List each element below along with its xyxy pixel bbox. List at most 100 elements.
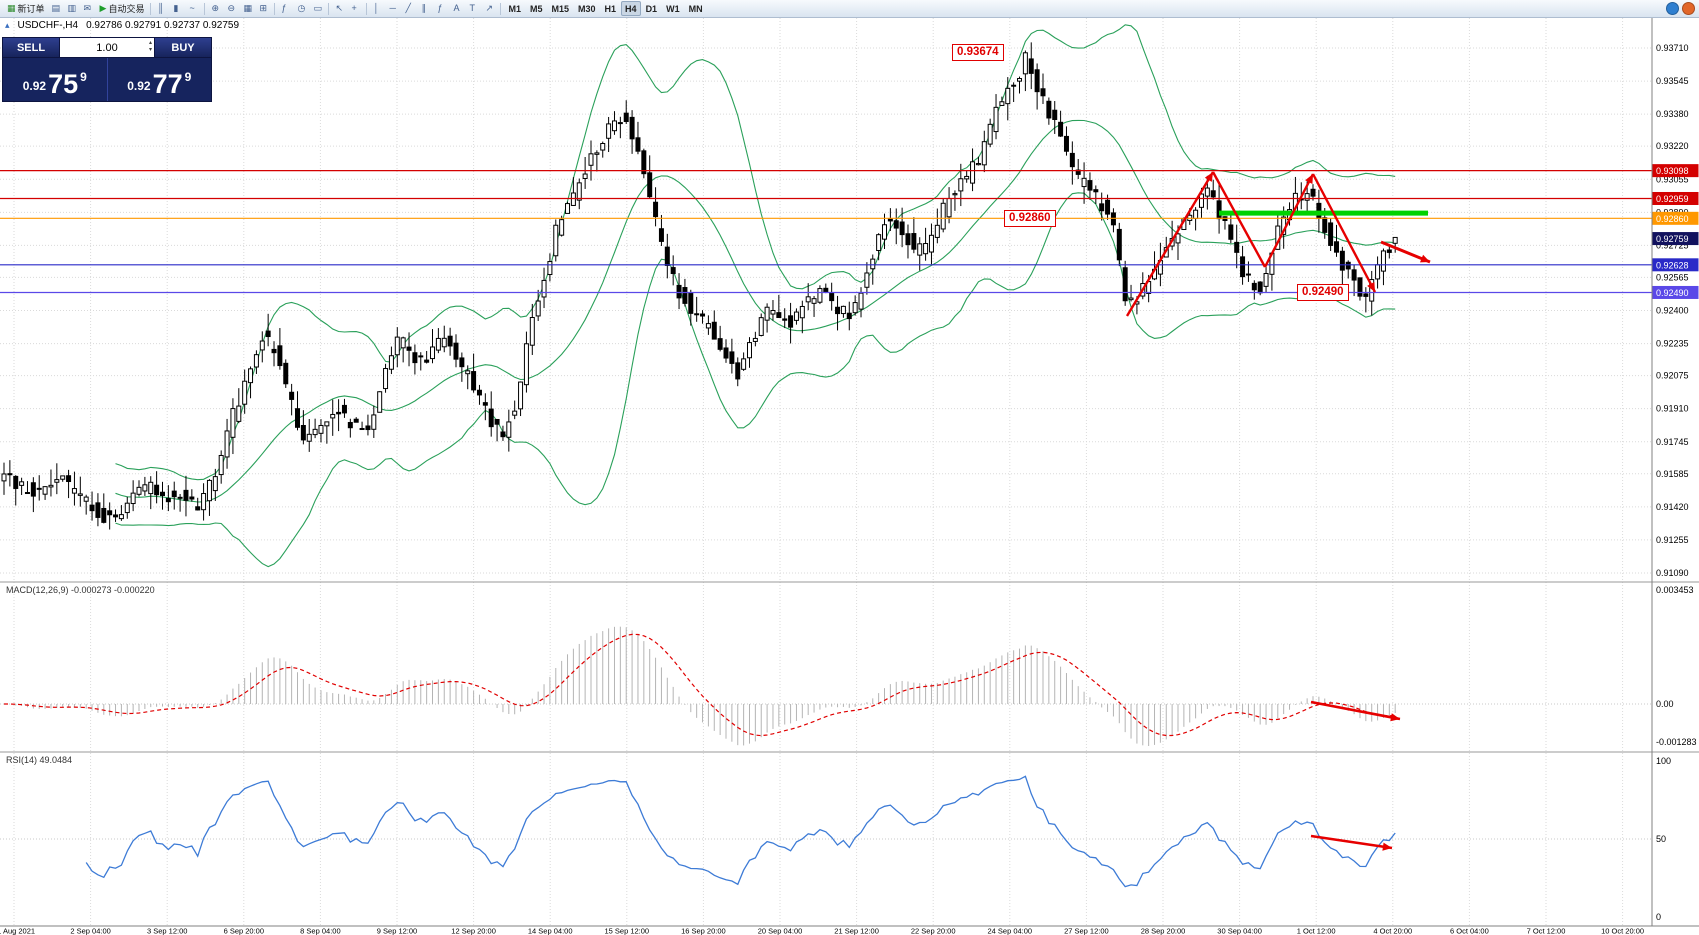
new-order-button[interactable]: ▦ 新订单	[4, 1, 48, 16]
candlestick-chart-icon[interactable]: ▮	[170, 1, 185, 16]
chart-window-icon[interactable]: ▤	[49, 1, 64, 16]
bar-chart-icon-glyph: ║	[157, 3, 164, 13]
horizontal-line-icon[interactable]: ─	[386, 1, 401, 16]
time-axis: 31 Aug 2021 2 Sep 04:00 3 Sep 12:00 6 Sep 2…	[0, 927, 1644, 935]
zoom-out-icon[interactable]: ⊖	[224, 1, 239, 16]
price-annotation[interactable]: 0.92490	[1297, 284, 1349, 301]
tf-m15-button-label: M15	[551, 3, 570, 14]
mail-icon[interactable]: ✉	[81, 1, 96, 16]
buy-price[interactable]: 0.92 77 9	[108, 58, 212, 101]
profiles-icon-glyph: ▥	[67, 3, 77, 13]
symbol-title: USDCHF-,H4	[17, 20, 79, 31]
label-icon[interactable]: T	[466, 1, 481, 16]
svg-text:10 Oct 20:00: 10 Oct 20:00	[1601, 927, 1644, 935]
autotrading-button[interactable]: ▶ 自动交易	[97, 1, 148, 16]
svg-text:0: 0	[1656, 912, 1661, 922]
macd-indicator-label: MACD(12,26,9) -0.000273 -0.000220	[6, 585, 155, 595]
svg-text:0.93055: 0.93055	[1656, 174, 1689, 184]
arrows-icon[interactable]: ↗	[482, 1, 497, 16]
trendline-icon[interactable]: ╱	[402, 1, 417, 16]
volume-input[interactable]: 1.00 ▴ ▾	[60, 37, 154, 58]
sell-price-big: 75	[48, 69, 79, 100]
tf-m5-button[interactable]: M5	[526, 1, 547, 16]
rsi-indicator-label: RSI(14) 49.0484	[6, 755, 73, 765]
tf-m1-button[interactable]: M1	[504, 1, 525, 16]
svg-text:0.91420: 0.91420	[1656, 502, 1689, 512]
tf-mn-button[interactable]: MN	[685, 1, 707, 16]
tf-m15-button[interactable]: M15	[548, 1, 574, 16]
indicators-icon[interactable]: ƒ	[278, 1, 293, 16]
svg-text:6 Sep 20:00: 6 Sep 20:00	[224, 927, 264, 935]
tf-d1-button-label: D1	[645, 3, 658, 14]
vertical-line-icon[interactable]: │	[370, 1, 385, 16]
tf-w1-button[interactable]: W1	[662, 1, 684, 16]
svg-text:0.93098: 0.93098	[1656, 166, 1689, 176]
sell-button[interactable]: SELL	[2, 37, 60, 58]
tf-m30-button[interactable]: M30	[574, 1, 600, 16]
price-annotation[interactable]: 0.92860	[1004, 210, 1056, 227]
svg-text:14 Sep 04:00: 14 Sep 04:00	[528, 927, 573, 935]
channel-icon-glyph: ∥	[421, 3, 426, 13]
tf-h4-button[interactable]: H4	[621, 1, 641, 16]
mail-icon-glyph: ✉	[83, 3, 92, 13]
vertical-line-icon-glyph: │	[373, 3, 380, 13]
zoom-in-icon[interactable]: ⊕	[208, 1, 223, 16]
trade-panel-price-row: 0.92 75 9 0.92 77 9	[2, 58, 212, 102]
zoom-out-icon-glyph: ⊖	[227, 3, 236, 13]
svg-text:27 Sep 12:00: 27 Sep 12:00	[1064, 927, 1109, 935]
buy-price-sup: 9	[184, 70, 192, 84]
periods-icon[interactable]: ◷	[294, 1, 309, 16]
bar-chart-icon[interactable]: ║	[154, 1, 169, 16]
text-icon[interactable]: A	[450, 1, 465, 16]
toolbar-separator	[150, 2, 152, 15]
sell-price[interactable]: 0.92 75 9	[3, 58, 107, 101]
buy-price-big: 77	[152, 69, 183, 100]
svg-text:0.93545: 0.93545	[1656, 76, 1689, 86]
autotrading-button-label: 自动交易	[108, 4, 145, 14]
tile-windows-icon[interactable]: ▦	[240, 1, 255, 16]
label-icon-glyph: T	[469, 3, 475, 13]
svg-text:0.92075: 0.92075	[1656, 371, 1689, 381]
trend-arrows[interactable]	[1125, 171, 1431, 851]
svg-text:15 Sep 12:00: 15 Sep 12:00	[604, 927, 649, 935]
volume-up-icon[interactable]: ▴	[148, 40, 152, 46]
cursor-icon-glyph: ↖	[335, 3, 344, 13]
notification-icon[interactable]	[1682, 2, 1695, 15]
channel-icon[interactable]: ∥	[418, 1, 433, 16]
svg-text:0.92400: 0.92400	[1656, 306, 1689, 316]
price-axis: 0.93710 0.93545 0.93380 0.93220 0.93055 0.928…	[1651, 18, 1699, 926]
crosshair-icon[interactable]: +	[348, 1, 363, 16]
buy-button[interactable]: BUY	[154, 37, 212, 58]
green-zone[interactable]	[1219, 210, 1428, 216]
sell-price-prefix: 0.92	[22, 79, 47, 93]
svg-text:0.92959: 0.92959	[1656, 194, 1689, 204]
svg-text:0.92860: 0.92860	[1656, 214, 1689, 224]
new-order-button-label: 新订单	[17, 4, 45, 14]
volume-spinner[interactable]: ▴ ▾	[149, 40, 152, 54]
arrange-windows-icon[interactable]: ⊞	[256, 1, 271, 16]
autotrading-glyph: ▶	[99, 3, 107, 13]
price-annotation[interactable]: 0.93674	[952, 44, 1004, 61]
trade-panel-top-row: SELL 1.00 ▴ ▾ BUY	[2, 37, 212, 58]
svg-text:3 Sep 12:00: 3 Sep 12:00	[147, 927, 187, 935]
line-chart-icon[interactable]: ~	[186, 1, 201, 16]
svg-text:24 Sep 04:00: 24 Sep 04:00	[987, 927, 1032, 935]
chart-window-icon-glyph: ▤	[51, 3, 61, 13]
svg-text:0.003453: 0.003453	[1656, 585, 1694, 595]
toolbar-separator	[500, 2, 502, 15]
profiles-icon[interactable]: ▥	[65, 1, 80, 16]
zoom-in-icon-glyph: ⊕	[211, 3, 220, 13]
tf-d1-button[interactable]: D1	[642, 1, 662, 16]
templates-icon[interactable]: ▭	[310, 1, 325, 16]
cursor-icon[interactable]: ↖	[332, 1, 347, 16]
svg-text:0.00: 0.00	[1656, 699, 1674, 709]
fibonacci-icon[interactable]: ƒ	[434, 1, 449, 16]
volume-down-icon[interactable]: ▾	[148, 47, 152, 53]
arrows-icon-glyph: ↗	[485, 3, 494, 13]
tf-h1-button[interactable]: H1	[601, 1, 621, 16]
metaquotes-icon[interactable]	[1666, 2, 1679, 15]
toolbar-separator	[274, 2, 276, 15]
tf-m30-button-label: M30	[578, 3, 596, 14]
